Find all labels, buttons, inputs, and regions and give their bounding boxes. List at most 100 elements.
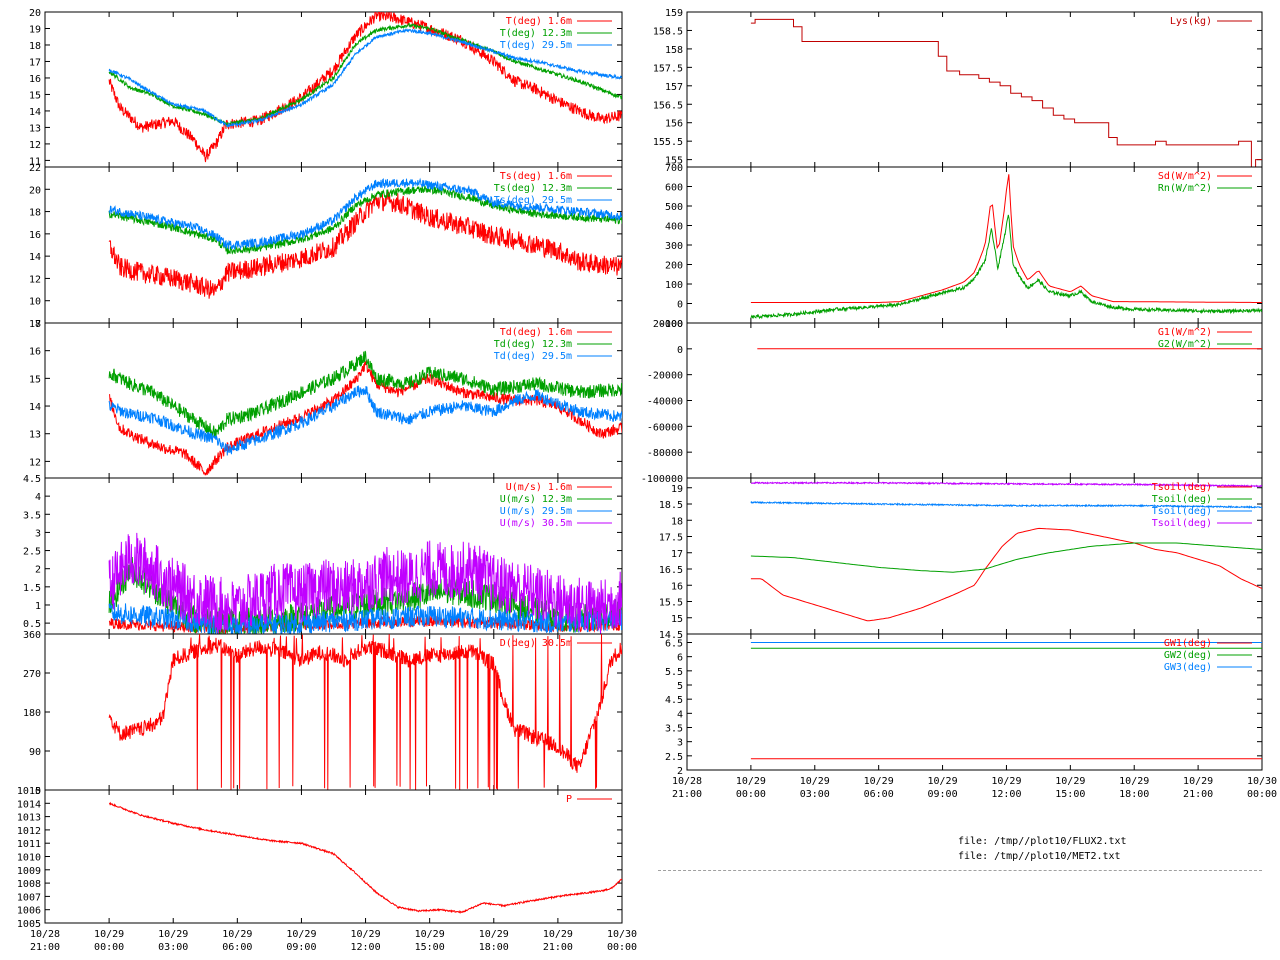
panel-P: 1005 1006 1007 1008 1009 1010 1011 1012 1013 1014… — [17, 786, 637, 953]
series-line-Td-2 — [108, 385, 622, 456]
x-tick-label-date: 10/29 — [286, 929, 316, 940]
y-tick-label: 12 — [29, 140, 41, 151]
y-tick-label: 4.5 — [665, 695, 683, 706]
legend: Lys(kg) — [1170, 16, 1252, 27]
legend-label: D(deg) 30.5m — [500, 638, 572, 649]
series-line-Tsoil-2 — [750, 500, 1262, 509]
series-line-D-0 — [108, 634, 622, 790]
legend-label: Sd(W/m^2) — [1158, 171, 1212, 182]
x-tick-label-time: 00:00 — [1247, 789, 1277, 800]
legend: Tsoil(deg)Tsoil(deg)Tsoil(deg)Tsoil(deg) — [1152, 482, 1252, 529]
x-tick-label-time: 03:00 — [800, 789, 830, 800]
series-line-U-3 — [108, 532, 622, 634]
y-tick-label: 20 — [29, 8, 41, 19]
x-tick-label-date: 10/29 — [928, 776, 958, 787]
y-tick-label: 500 — [665, 202, 683, 213]
y-tick-label: 13 — [29, 430, 41, 441]
series-group — [750, 174, 1262, 320]
series-group — [750, 480, 1262, 622]
y-tick-label: 156.5 — [653, 100, 683, 111]
legend-label: Tsoil(deg) — [1152, 506, 1212, 517]
x-tick-label-time: 00:00 — [607, 942, 637, 953]
y-tick-label: 4.5 — [23, 474, 41, 485]
y-tick-label: 180 — [23, 708, 41, 719]
y-tick-label: 2 — [677, 766, 683, 777]
x-tick-label-time: 21:00 — [1183, 789, 1213, 800]
y-tick-label: 5 — [677, 681, 683, 692]
y-tick-label: 600 — [665, 183, 683, 194]
x-tick-label-time: 12:00 — [991, 789, 1021, 800]
y-tick-label: -100 — [659, 319, 683, 330]
y-tick-label: 17.5 — [659, 533, 683, 544]
panel-Tsoil: 14.5 15 15.5 16 16.5 17 17.5 18 18.5 19 Tsoil(deg)… — [659, 477, 1263, 641]
legend-label: U(m/s) 12.3m — [500, 494, 572, 505]
y-tick-label: 157 — [665, 82, 683, 93]
panel-G: -100000 -80000 -60000 -40000 -20000 0 20000 G1(… — [641, 319, 1263, 485]
legend-label: U(m/s) 29.5m — [500, 506, 572, 517]
series-line-Tsoil-3 — [750, 480, 1262, 488]
legend-label: Ts(deg) 1.6m — [500, 171, 572, 182]
y-tick-label: -40000 — [647, 397, 683, 408]
legend-label: T(deg) 29.5m — [500, 40, 572, 51]
x-tick-label-time: 21:00 — [543, 942, 573, 953]
x-tick-label-date: 10/29 — [479, 929, 509, 940]
y-tick-label: 270 — [23, 669, 41, 680]
legend-label: Td(deg) 12.3m — [494, 339, 572, 350]
y-tick-label: 1014 — [17, 799, 41, 810]
y-tick-label: 1012 — [17, 826, 41, 837]
y-tick-label: 4 — [35, 492, 41, 503]
x-tick-label-date: 10/30 — [1247, 776, 1277, 787]
y-tick-label: 2.5 — [23, 547, 41, 558]
y-tick-label: 13 — [29, 123, 41, 134]
x-tick-label-date: 10/29 — [1055, 776, 1085, 787]
y-tick-label: 15.5 — [659, 598, 683, 609]
y-tick-label: 16 — [29, 74, 41, 85]
y-tick-label: 1010 — [17, 853, 41, 864]
series-line-Td-1 — [108, 350, 622, 438]
panel-Rad: -100 0 100 200 300 400 500 600 700 Sd(W/m^2)Rn(W/… — [659, 163, 1263, 330]
legend: G1(W/m^2)G2(W/m^2) — [1158, 327, 1252, 350]
series-line-Ts-0 — [108, 191, 622, 299]
x-tick-label-time: 03:00 — [158, 942, 188, 953]
y-tick-label: 3 — [677, 738, 683, 749]
y-tick-label: 200 — [665, 261, 683, 272]
x-tick-label-time: 09:00 — [286, 942, 316, 953]
y-tick-label: 158 — [665, 45, 683, 56]
legend-label: Tsoil(deg) — [1152, 518, 1212, 529]
y-tick-label: 155.5 — [653, 137, 683, 148]
series-group — [108, 634, 622, 790]
y-tick-label: 155 — [665, 156, 683, 167]
panel-T: 11 12 13 14 15 16 17 18 19 20 T(deg) 1.6mT(deg) 12… — [29, 8, 623, 168]
y-tick-label: 20000 — [653, 319, 683, 330]
legend-label: GW2(deg) — [1164, 650, 1212, 661]
y-tick-label: 700 — [665, 163, 683, 174]
legend-label: G2(W/m^2) — [1158, 339, 1212, 350]
file-line-flux: file: /tmp//plot10/FLUX2.txt — [958, 836, 1127, 847]
y-tick-label: -100000 — [641, 474, 683, 485]
y-tick-label: 1008 — [17, 879, 41, 890]
y-tick-label: 15 — [29, 374, 41, 385]
x-tick-label-time: 21:00 — [30, 942, 60, 953]
legend-label: GW3(deg) — [1164, 662, 1212, 673]
y-tick-label: 14 — [29, 402, 41, 413]
legend-label: Ts(deg) 29.5m — [494, 195, 572, 206]
series-line-Tsoil-1 — [750, 542, 1262, 573]
y-tick-label: 12 — [29, 274, 41, 285]
legend-label: U(m/s) 1.6m — [506, 482, 572, 493]
y-tick-label: 15 — [671, 614, 683, 625]
legend: GW1(deg)GW2(deg)GW3(deg) — [1164, 638, 1252, 673]
x-tick-label-time: 09:00 — [928, 789, 958, 800]
series-line-T-1 — [108, 23, 622, 127]
y-tick-label: 156 — [665, 119, 683, 130]
y-tick-label: 6.5 — [665, 639, 683, 650]
legend: U(m/s) 1.6mU(m/s) 12.3mU(m/s) 29.5mU(m/s… — [500, 482, 612, 529]
series-line-Ts-1 — [108, 185, 622, 255]
y-tick-label: 1 — [35, 601, 41, 612]
x-tick-label-time: 18:00 — [479, 942, 509, 953]
x-tick-label-date: 10/29 — [864, 776, 894, 787]
y-tick-label: 0.5 — [23, 619, 41, 630]
